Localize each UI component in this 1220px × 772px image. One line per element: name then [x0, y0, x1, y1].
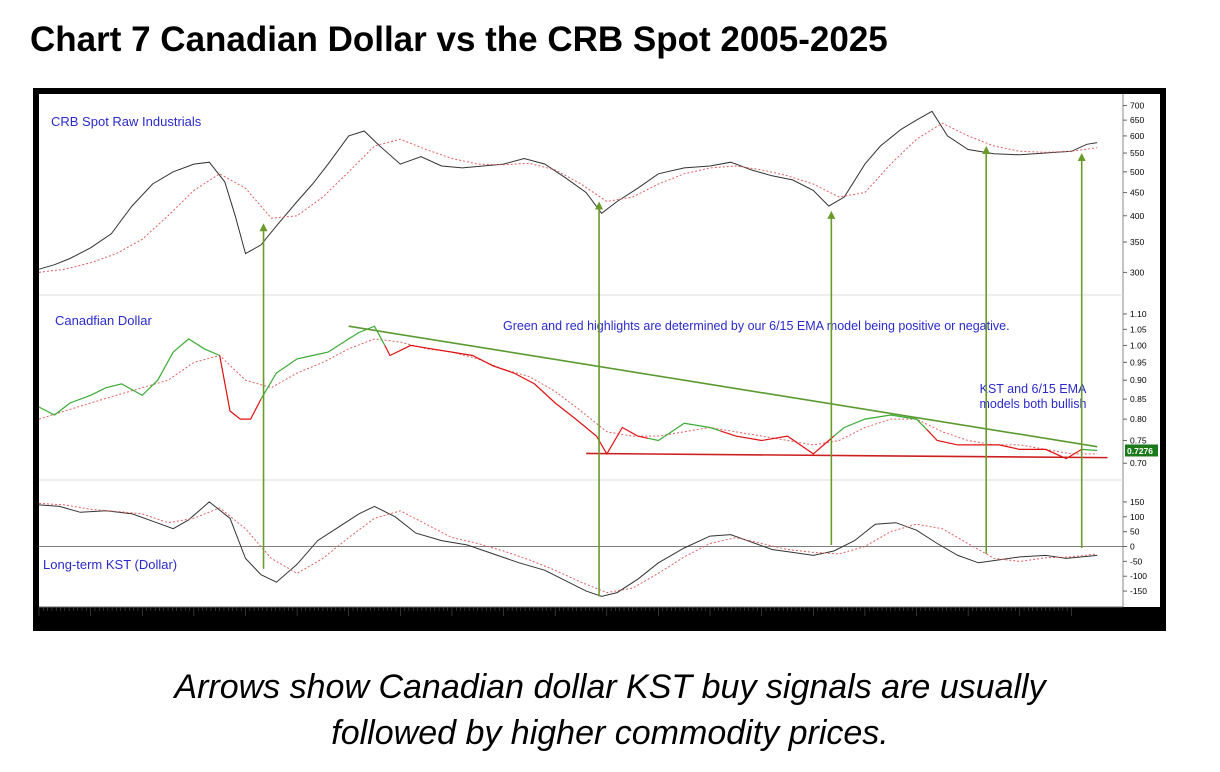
chart-title: Chart 7 Canadian Dollar vs the CRB Spot … — [30, 20, 888, 59]
y-tick-label: 1.05 — [1130, 324, 1147, 334]
y-tick-label: 1.10 — [1130, 309, 1147, 319]
x-tick-label: 2016 — [610, 613, 630, 623]
x-tick-label: 2011 — [352, 613, 371, 623]
y-tick-label: 450 — [1130, 188, 1144, 198]
y-tick-label: 0.85 — [1130, 394, 1147, 404]
y-tick-label: 0.90 — [1130, 375, 1147, 385]
y-tick-label: 50 — [1130, 527, 1140, 537]
kst-panel-label: Long-term KST (Dollar) — [43, 557, 177, 572]
y-tick-label: 300 — [1130, 267, 1144, 277]
crb-price-line — [38, 110, 1098, 270]
x-tick-label: 2008 — [197, 613, 217, 623]
y-tick-label: 1.00 — [1130, 340, 1147, 350]
x-tick-label: 2017 — [661, 613, 681, 623]
cad-price-segment-bearish — [926, 429, 1083, 460]
x-tick-label: 2012 — [403, 613, 423, 623]
buy-signal-arrowhead — [1077, 153, 1086, 162]
y-tick-label: 600 — [1130, 131, 1144, 141]
x-tick-label: 2007 — [145, 613, 165, 623]
cad-price-segment-bullish — [833, 414, 928, 437]
caption-line-1: Arrows show Canadian dollar KST buy sign… — [174, 668, 1046, 706]
cad-price-segment-bullish — [1081, 448, 1098, 452]
x-tick-label: 2009 — [248, 613, 268, 623]
cad-panel-label: Canadfian Dollar — [55, 313, 153, 328]
crb-panel-label: CRB Spot Raw Industrials — [51, 114, 202, 129]
plot-area — [39, 94, 1123, 607]
x-tick-label: 2023 — [971, 613, 991, 623]
x-tick-label: 2020 — [816, 613, 836, 623]
cad-price-segment-bullish — [260, 325, 386, 400]
x-tick-label: 2018 — [713, 613, 733, 623]
x-tick-label: 2015 — [558, 613, 578, 623]
y-tick-label: -50 — [1130, 556, 1143, 566]
ema-model-note: Green and red highlights are determined … — [503, 319, 1010, 333]
y-tick-label: 0.75 — [1130, 435, 1147, 445]
y-tick-label: 700 — [1130, 101, 1144, 111]
y-tick-label: 0.80 — [1130, 414, 1147, 424]
caption-line-2: followed by higher commodity prices. — [331, 714, 889, 752]
y-tick-label: 550 — [1130, 148, 1144, 158]
y-axis-panel — [1123, 94, 1160, 607]
kst-bullish-annotation-line-1: KST and 6/15 EMA — [980, 382, 1087, 396]
cad-price-segment-bearish — [384, 344, 649, 456]
cad-price-segment-bearish — [219, 355, 262, 420]
kst-ema-line — [38, 502, 1098, 594]
x-tick-label: 2024 — [1023, 613, 1043, 623]
last-value-box — [1125, 444, 1158, 457]
last-value-label: 0.7276 — [1127, 446, 1153, 456]
y-tick-label: 0.70 — [1130, 458, 1147, 468]
cad-trendline-down — [348, 325, 1098, 448]
buy-signal-arrowhead — [982, 146, 991, 155]
y-tick-label: -150 — [1130, 586, 1147, 596]
kst-line — [38, 501, 1098, 597]
x-tick-label: 2014 — [507, 613, 527, 623]
buy-signal-arrowhead — [827, 210, 836, 219]
y-tick-label: 150 — [1130, 497, 1144, 507]
y-tick-label: 500 — [1130, 167, 1144, 177]
y-tick-label: 0.95 — [1130, 357, 1147, 367]
x-tick-label: 2025 — [1074, 613, 1094, 623]
cad-price-segment-bearish — [720, 430, 835, 455]
buy-signal-arrowhead — [595, 201, 604, 210]
y-tick-label: 400 — [1130, 211, 1144, 221]
x-tick-label: 2005 — [42, 613, 62, 623]
cad-trendline-support — [586, 452, 1108, 459]
cad-ema-line — [38, 338, 1098, 455]
x-tick-label: 2022 — [920, 613, 940, 623]
chart-svg: 7006506005505004504003503001.101.051.000… — [38, 94, 1160, 623]
y-tick-label: -100 — [1130, 571, 1147, 581]
cad-price-segment-bullish — [38, 338, 220, 416]
cad-price-segment-bullish — [647, 422, 721, 442]
y-tick-label: 0 — [1130, 542, 1135, 552]
x-tick-label: 2019 — [765, 613, 785, 623]
crb-ema-line — [38, 122, 1098, 273]
y-tick-label: 350 — [1130, 237, 1144, 247]
x-tick-label: 2006 — [94, 613, 114, 623]
y-tick-label: 100 — [1130, 512, 1144, 522]
x-tick-label: 2013 — [455, 613, 475, 623]
y-tick-label: 650 — [1130, 115, 1144, 125]
x-tick-label: 2021 — [868, 613, 888, 623]
kst-bullish-annotation-line-2: models both bullish — [979, 397, 1086, 411]
buy-signal-arrowhead — [259, 223, 268, 232]
x-tick-label: 2010 — [300, 613, 320, 623]
